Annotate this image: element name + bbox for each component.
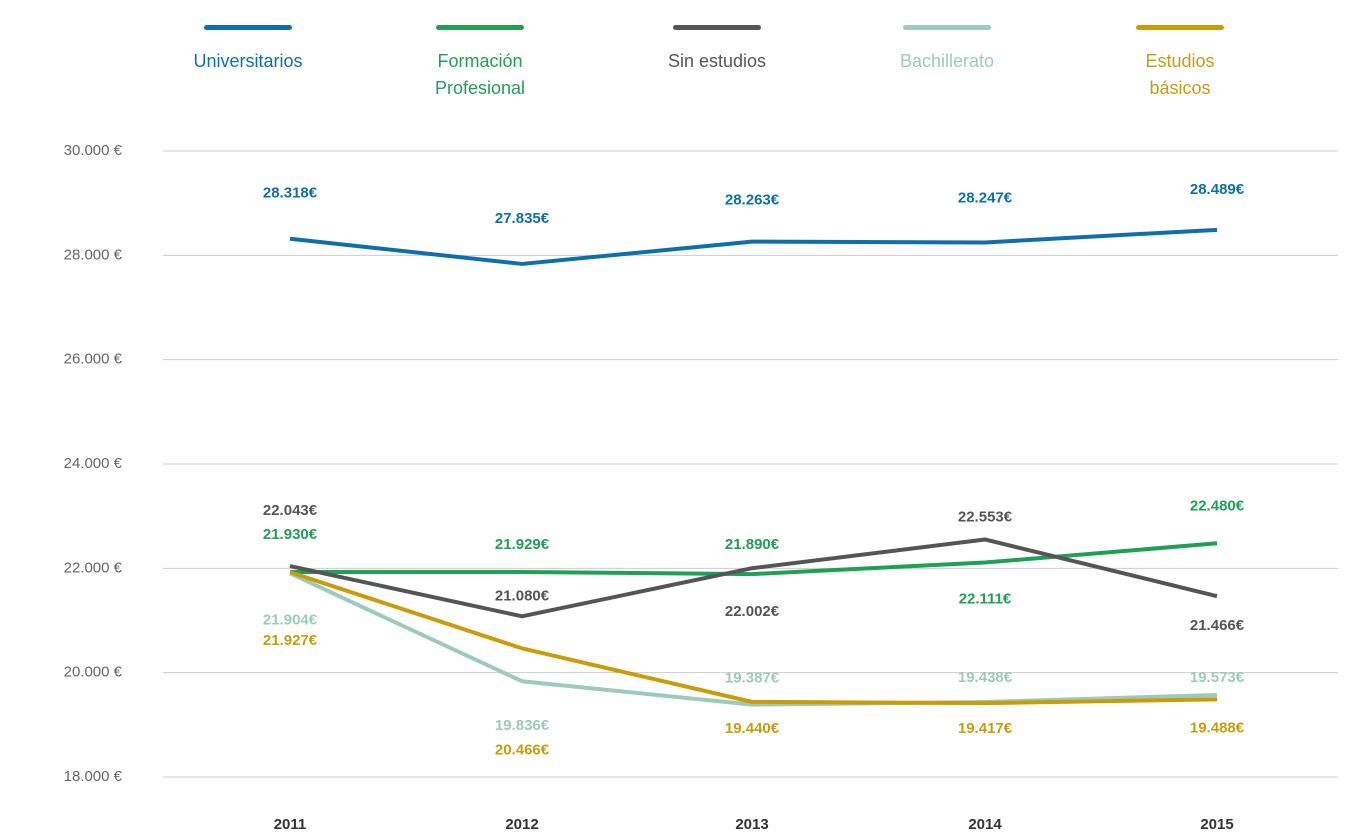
legend-swatch bbox=[436, 25, 524, 30]
line bbox=[289, 227, 1218, 266]
legend-label: Formación Profesional bbox=[434, 51, 526, 98]
data-label: 21.904€ bbox=[263, 611, 318, 628]
legend-item: Bachillerato bbox=[872, 25, 1022, 75]
data-label: 19.573€ bbox=[1190, 669, 1245, 686]
x-tick-label: 2014 bbox=[968, 816, 1002, 833]
data-label: 19.488€ bbox=[1190, 719, 1245, 736]
y-tick-label: 30.000 € bbox=[64, 142, 123, 159]
data-label: 22.553€ bbox=[958, 508, 1013, 525]
data-label: 28.489€ bbox=[1190, 181, 1245, 198]
data-label: 21.466€ bbox=[1190, 617, 1245, 634]
data-label: 20.466€ bbox=[495, 741, 550, 758]
x-tick-label: 2012 bbox=[505, 816, 538, 833]
y-tick-label: 28.000 € bbox=[64, 246, 123, 263]
legend-swatch bbox=[903, 25, 991, 30]
x-tick-label: 2015 bbox=[1200, 816, 1233, 833]
data-label: 19.417€ bbox=[958, 720, 1013, 737]
y-tick-label: 24.000 € bbox=[64, 455, 123, 472]
y-tick-label: 26.000 € bbox=[64, 351, 123, 368]
legend-item: Formación Profesional bbox=[405, 25, 555, 102]
data-label: 21.927€ bbox=[263, 632, 318, 649]
legend-swatch bbox=[1136, 25, 1224, 30]
data-label: 22.111€ bbox=[959, 591, 1012, 608]
data-label: 21.890€ bbox=[725, 536, 780, 553]
data-label: 22.043€ bbox=[263, 502, 318, 519]
legend-swatch bbox=[204, 25, 292, 30]
legend-label: Bachillerato bbox=[899, 51, 995, 71]
y-tick-label: 22.000 € bbox=[64, 559, 123, 576]
y-tick-label: 18.000 € bbox=[64, 768, 123, 785]
data-label: 27.835€ bbox=[495, 210, 550, 227]
data-label: 19.438€ bbox=[958, 669, 1013, 686]
data-label: 28.318€ bbox=[263, 185, 318, 202]
data-label: 19.387€ bbox=[725, 670, 780, 687]
legend-label: Estudios básicos bbox=[1145, 51, 1215, 98]
data-label: 28.263€ bbox=[725, 192, 780, 209]
x-tick-label: 2011 bbox=[274, 816, 307, 833]
y-tick-label: 20.000 € bbox=[64, 664, 123, 681]
line bbox=[289, 541, 1218, 577]
data-label: 21.930€ bbox=[263, 526, 318, 543]
legend-label: Universitarios bbox=[193, 51, 303, 71]
data-label: 21.929€ bbox=[495, 536, 550, 553]
data-label: 19.836€ bbox=[495, 717, 550, 734]
legend-label: Sin estudios bbox=[667, 51, 767, 71]
line bbox=[289, 571, 1218, 707]
data-label: 22.480€ bbox=[1190, 497, 1245, 514]
legend-swatch bbox=[673, 25, 761, 30]
x-tick-label: 2013 bbox=[735, 816, 768, 833]
legend-item: Universitarios bbox=[173, 25, 323, 75]
legend-item: Estudios básicos bbox=[1105, 25, 1255, 102]
line bbox=[289, 570, 1218, 706]
data-label: 19.440€ bbox=[725, 720, 780, 737]
data-label: 28.247€ bbox=[958, 189, 1013, 206]
line bbox=[289, 537, 1218, 619]
legend-item: Sin estudios bbox=[642, 25, 792, 75]
data-label: 21.080€ bbox=[495, 587, 550, 604]
data-label: 22.002€ bbox=[725, 603, 780, 620]
